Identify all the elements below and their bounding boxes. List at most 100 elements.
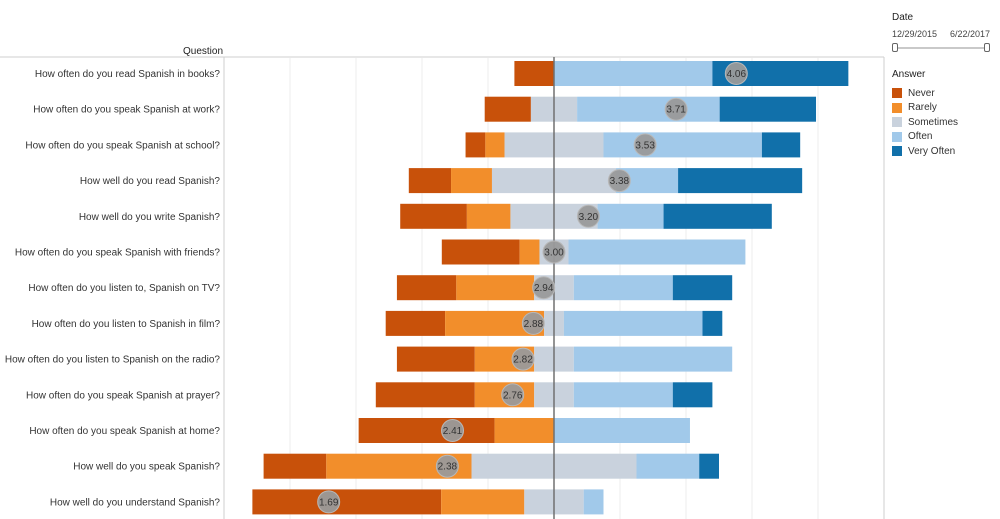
bar-rarely (451, 168, 492, 194)
bar-never (385, 310, 446, 336)
question-label: How often do you listen to, Spanish on T… (28, 283, 220, 294)
legend-item[interactable]: Never (892, 86, 996, 101)
bar-often (573, 382, 673, 408)
bar-often (597, 203, 664, 229)
average-value: 3.53 (635, 140, 655, 151)
legend-item[interactable]: Sometimes (892, 115, 996, 130)
average-value: 3.71 (666, 105, 686, 116)
average-marker (724, 62, 748, 85)
bar-often (603, 132, 762, 158)
slider-track (894, 47, 988, 49)
bar-very-often (663, 203, 772, 229)
average-marker (435, 454, 459, 478)
average-marker (576, 204, 600, 228)
average-value: 2.94 (534, 283, 554, 294)
bar-never (514, 61, 554, 86)
bar-never (441, 239, 520, 265)
bar-rarely (441, 489, 525, 515)
average-marker (441, 419, 465, 442)
side-panel: Date 12/29/2015 6/22/2017 Answer Never Ra… (892, 12, 996, 159)
bar-never (263, 453, 327, 479)
legend-items: Never Rarely Sometimes Often Very Often (892, 86, 996, 159)
bar-very-often (702, 310, 723, 336)
bar-often (577, 96, 720, 122)
average-value: 3.00 (544, 248, 564, 259)
question-header: Question (183, 46, 223, 57)
date-range-slider[interactable] (892, 43, 990, 53)
bar-never (396, 346, 475, 372)
average-marker (521, 311, 545, 335)
slider-handle-start[interactable] (892, 43, 898, 52)
question-label: How well do you read Spanish? (80, 176, 221, 187)
average-value: 2.41 (443, 426, 463, 437)
legend-swatch (892, 102, 902, 113)
bar-never (396, 275, 457, 301)
bar-very-often (678, 168, 803, 194)
average-value: 2.82 (513, 355, 533, 366)
legend-item[interactable]: Rarely (892, 101, 996, 116)
average-value: 4.06 (727, 69, 747, 80)
date-filter-title: Date (892, 12, 914, 23)
bar-often (573, 346, 733, 372)
bar-often (554, 61, 713, 86)
legend-label: Often (908, 131, 933, 143)
bar-rarely (466, 203, 511, 229)
legend-label: Never (908, 87, 935, 99)
bar-very-often (672, 382, 713, 408)
question-label: How often do you read Spanish in books? (35, 69, 221, 80)
slider-handle-end[interactable] (984, 43, 990, 52)
average-marker (511, 347, 535, 371)
bar-very-often (699, 453, 719, 479)
legend-swatch (892, 117, 902, 128)
bar-very-often (719, 96, 817, 122)
question-label: How often do you speak Spanish at work? (33, 105, 220, 116)
average-marker (633, 133, 657, 157)
bar-never (408, 168, 452, 194)
question-label: How well do you write Spanish? (79, 212, 221, 223)
bar-never (465, 132, 486, 158)
question-label: How often do you speak Spanish at prayer… (26, 390, 220, 401)
bar-never (358, 418, 495, 443)
question-label: How well do you speak Spanish? (73, 462, 220, 473)
bar-rarely (519, 239, 540, 265)
average-value: 2.76 (503, 390, 523, 401)
bar-rarely (456, 275, 535, 301)
bar-never (252, 489, 442, 515)
average-markers: 4.06 3.71 3.53 3.38 3.20 3.00 2.94 2.88 2.82 2.76… (317, 62, 748, 514)
date-start: 12/29/2015 (892, 29, 938, 39)
question-label: How often do you listen to Spanish in fi… (32, 319, 221, 330)
average-marker (532, 276, 556, 300)
average-marker (501, 383, 525, 407)
bar-segments (252, 61, 849, 515)
bar-often (563, 310, 703, 336)
date-filter: Date 12/29/2015 6/22/2017 (892, 12, 996, 53)
question-label: How often do you speak Spanish at home? (29, 426, 220, 437)
date-range-labels: 12/29/2015 6/22/2017 (892, 29, 990, 39)
legend-item[interactable]: Very Often (892, 144, 996, 159)
bar-never (375, 382, 475, 408)
legend-title: Answer (892, 69, 926, 80)
question-label: How often do you listen to Spanish on th… (5, 355, 221, 366)
legend-label: Rarely (908, 102, 937, 114)
average-marker (664, 97, 688, 121)
bar-often (583, 489, 604, 515)
answer-legend: Answer Never Rarely Sometimes Often Very Oft… (892, 69, 996, 159)
average-value: 1.69 (319, 497, 339, 508)
legend-swatch (892, 88, 902, 99)
legend-item[interactable]: Often (892, 130, 996, 145)
bar-very-often (761, 132, 801, 158)
average-marker (607, 169, 631, 193)
date-end: 6/22/2017 (949, 29, 990, 39)
bar-never (400, 203, 467, 229)
legend-swatch (892, 146, 902, 157)
average-value: 2.38 (438, 462, 458, 473)
bar-often (554, 418, 690, 443)
legend-label: Sometimes (908, 116, 959, 128)
average-value: 3.38 (610, 176, 630, 187)
question-label: How often do you speak Spanish at school… (25, 140, 220, 151)
bar-very-often (672, 275, 733, 301)
average-marker (542, 240, 566, 264)
bar-rarely (494, 418, 554, 443)
legend-label: Very Often (908, 145, 956, 157)
